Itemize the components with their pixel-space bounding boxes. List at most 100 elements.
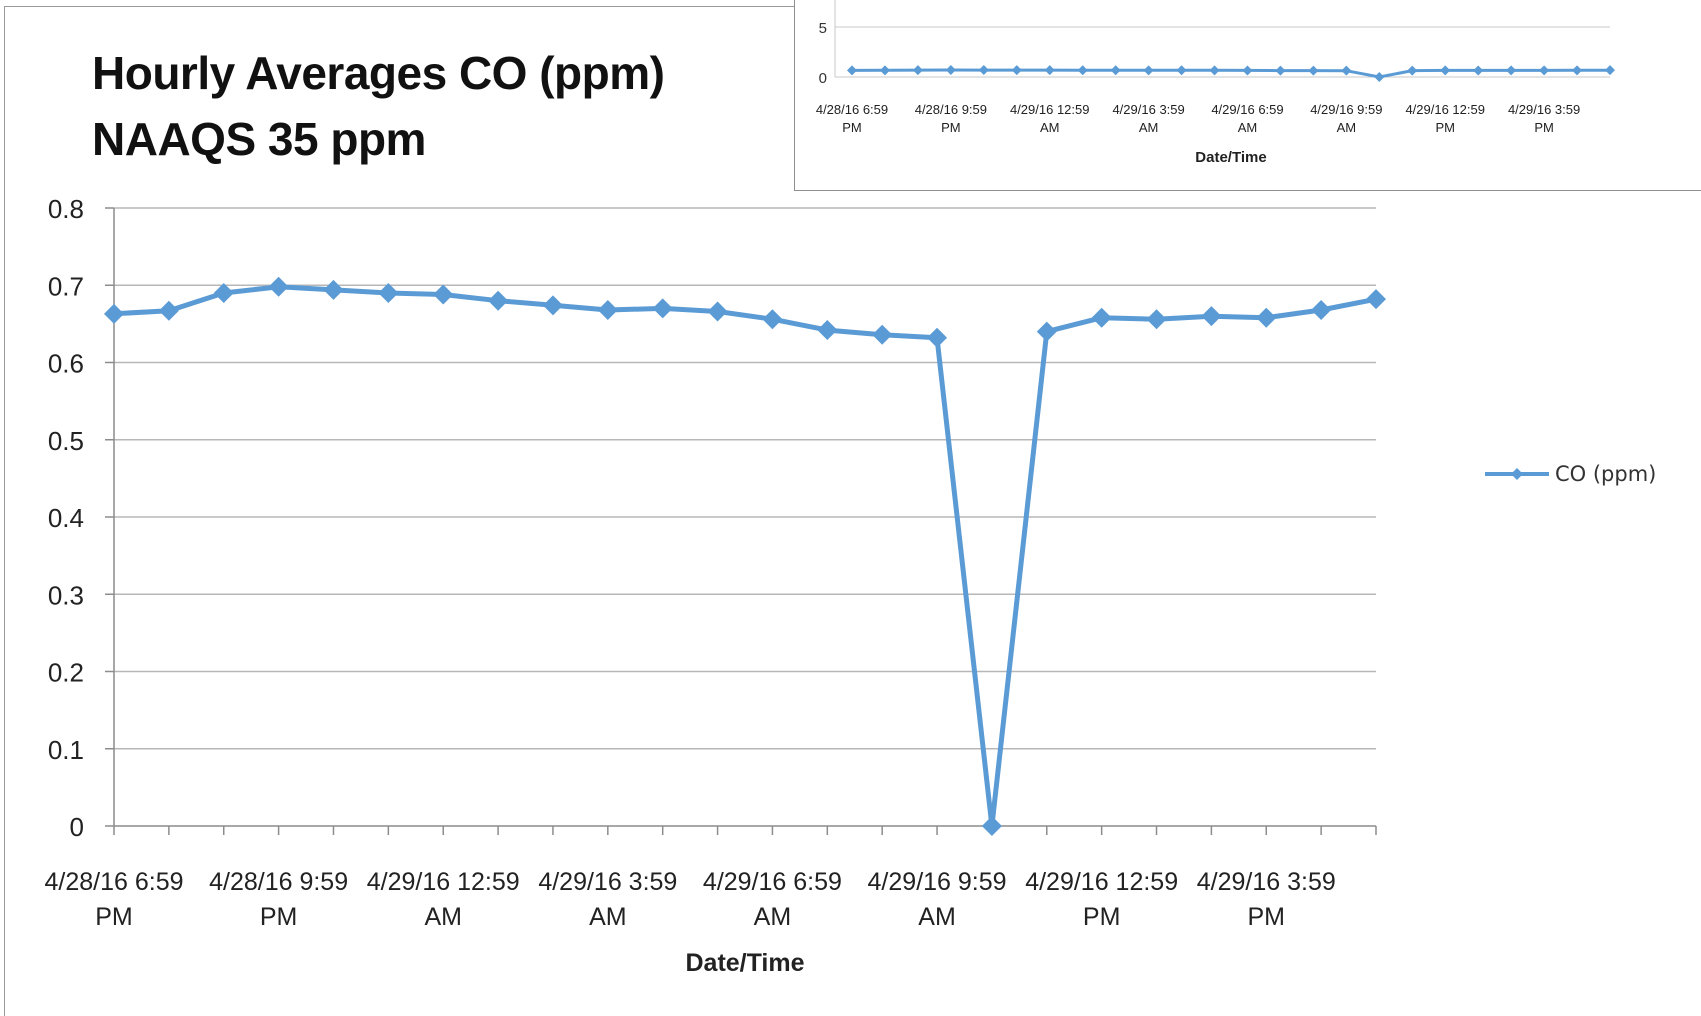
inset-x-tick-label-line2: AM: [1040, 120, 1060, 135]
data-point: [981, 816, 1002, 836]
y-tick-label: 0.1: [48, 735, 84, 765]
chart-title: Hourly Averages CO (ppm) NAAQS 35 ppm: [92, 40, 665, 172]
x-tick-label: 4/29/16 9:59: [868, 868, 1007, 896]
inset-x-tick-label-line2: PM: [842, 120, 862, 135]
inset-x-tick-label-line2: PM: [1435, 120, 1455, 135]
x-tick-label-line2: PM: [1083, 903, 1121, 931]
y-tick-label: 0.8: [48, 194, 84, 224]
inset-y-tick-label: 5: [819, 20, 827, 37]
inset-x-tick-label: 4/29/16 12:59: [1010, 102, 1090, 117]
inset-series-line-co: [851, 68, 1611, 79]
legend-line-marker: [1485, 468, 1549, 480]
x-tick-label-line2: AM: [424, 903, 462, 931]
x-axis-title: Date/Time: [685, 949, 804, 977]
data-point: [1091, 307, 1112, 328]
data-point: [1036, 321, 1057, 342]
x-tick-label: 4/29/16 3:59: [538, 868, 677, 896]
data-point: [104, 303, 124, 324]
data-point: [433, 284, 454, 305]
chart-title-line-1: Hourly Averages CO (ppm): [92, 47, 665, 99]
inset-data-point: [879, 65, 890, 76]
data-point: [268, 276, 289, 297]
data-point: [1366, 289, 1386, 310]
inset-chart-svg: 0 5 4/28/16 6:59 PM 4/28/16 9:59 PM 4/29/16 12…: [816, 0, 1615, 166]
inset-x-tick-label-line2: AM: [1139, 120, 1159, 135]
data-point: [1256, 307, 1277, 328]
inset-data-point: [1407, 65, 1418, 76]
y-tick-label: 0.3: [48, 580, 84, 610]
inset-data-point: [847, 65, 857, 76]
data-point: [1201, 306, 1222, 327]
data-point: [542, 295, 563, 316]
data-point: [597, 299, 618, 320]
legend: CO (ppm): [1483, 462, 1656, 486]
inset-x-tick-label: 4/29/16 9:59: [1310, 102, 1382, 117]
inset-x-axis-title: Date/Time: [1195, 149, 1266, 166]
inset-data-point: [1308, 65, 1319, 76]
x-tick-label: 4/28/16 9:59: [209, 868, 348, 896]
inset-data-point: [1110, 65, 1121, 76]
x-tick-label-line2: AM: [754, 903, 792, 931]
frame-border-left: [4, 6, 5, 1016]
legend-label: CO (ppm): [1555, 462, 1657, 486]
frame-border-top: [4, 6, 795, 7]
inset-data-point: [978, 65, 989, 76]
data-point: [488, 290, 509, 311]
inset-data-point: [1506, 65, 1517, 76]
x-tick-label-line2: AM: [589, 903, 627, 931]
y-tick-label: 0.5: [48, 426, 84, 456]
inset-x-tick-label: 4/29/16 3:59: [1112, 102, 1184, 117]
data-point: [872, 324, 893, 345]
x-tick-label-line2: PM: [95, 903, 133, 931]
data-point: [652, 298, 673, 319]
inset-data-point: [1374, 72, 1385, 82]
y-tick-label: 0: [70, 812, 84, 842]
x-tick-label: 4/29/16 6:59: [703, 868, 842, 896]
data-point: [323, 279, 344, 300]
inset-x-tick-label-line2: PM: [1534, 120, 1554, 135]
inset-data-point: [1572, 65, 1583, 76]
inset-data-point: [1044, 65, 1055, 76]
inset-x-tick-label: 4/28/16 9:59: [915, 102, 987, 117]
inset-data-point: [1077, 65, 1088, 76]
x-tick-label: 4/29/16 12:59: [1025, 868, 1178, 896]
inset-y-tick-label: 0: [819, 70, 827, 87]
y-tick-label: 0.6: [48, 349, 84, 379]
data-point: [762, 309, 783, 330]
inset-data-point: [1341, 65, 1352, 76]
inset-data-point: [1473, 65, 1484, 76]
inset-x-tick-label: 4/29/16 12:59: [1405, 102, 1485, 117]
x-tick-label: 4/28/16 6:59: [44, 868, 183, 896]
inset-data-point: [1275, 65, 1286, 76]
inset-data-point: [1440, 65, 1451, 76]
inset-data-point: [1605, 65, 1615, 76]
inset-data-point: [1143, 65, 1154, 76]
data-point: [707, 301, 728, 322]
inset-x-tick-label-line2: PM: [941, 120, 961, 135]
data-point: [378, 282, 399, 303]
inset-data-point: [1176, 65, 1187, 76]
data-point: [213, 282, 234, 303]
data-point: [1311, 299, 1332, 320]
data-point: [817, 320, 838, 341]
x-tick-label: 4/29/16 12:59: [367, 868, 520, 896]
inset-x-tick-label-line2: AM: [1337, 120, 1357, 135]
x-tick-label-line2: PM: [260, 903, 298, 931]
y-tick-label: 0.2: [48, 658, 84, 688]
inset-data-point: [1209, 65, 1220, 76]
chart-title-line-2: NAAQS 35 ppm: [92, 113, 426, 165]
inset-x-tick-label: 4/28/16 6:59: [816, 102, 888, 117]
inset-data-point: [1539, 65, 1550, 76]
x-tick-label-line2: PM: [1248, 903, 1286, 931]
inset-data-point: [1242, 65, 1253, 76]
x-tick-label-line2: AM: [918, 903, 956, 931]
data-point: [927, 327, 948, 348]
x-tick-label: 4/29/16 3:59: [1197, 868, 1336, 896]
data-point: [158, 300, 179, 321]
series-line-co: [113, 284, 1377, 829]
inset-data-point: [912, 65, 923, 76]
inset-data-point: [1011, 65, 1022, 76]
y-tick-label: 0.7: [48, 271, 84, 301]
